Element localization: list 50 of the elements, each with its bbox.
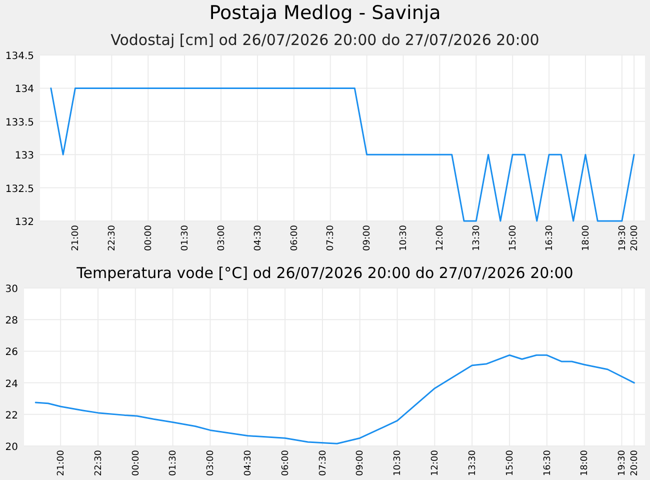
x-tick-label: 09:00 (362, 224, 373, 251)
x-tick-label: 04:30 (253, 224, 264, 251)
x-tick-label: 10:30 (393, 450, 404, 476)
x-tick-label: 03:00 (216, 224, 227, 251)
x-tick-label: 09:00 (356, 450, 366, 476)
x-tick-label: 20:00 (630, 450, 640, 476)
y-tick-label: 132 (14, 217, 34, 228)
x-tick-label: 01:30 (168, 450, 179, 476)
x-tick-label: 07:30 (318, 450, 328, 476)
x-tick-label: 18:00 (581, 224, 592, 251)
x-tick-label: 01:30 (180, 224, 190, 251)
x-tick-label: 07:30 (326, 224, 336, 251)
y-tick-label: 24 (5, 378, 18, 390)
chart-title: Postaja Medlog - Savinja (209, 2, 441, 24)
x-tick-label: 21:00 (71, 224, 82, 251)
x-tick-label: 15:00 (505, 450, 516, 476)
y-tick-label: 133.5 (5, 117, 34, 128)
x-tick-label: 06:00 (280, 450, 291, 476)
y-tick-label: 30 (5, 284, 18, 295)
x-tick-label: 22:30 (108, 224, 118, 251)
x-tick-label: 13:30 (468, 450, 478, 476)
x-tick-label: 10:30 (399, 224, 410, 251)
x-tick-label: 04:30 (244, 450, 254, 476)
x-tick-label: 18:00 (580, 450, 590, 476)
x-tick-label: 19:30 (618, 450, 628, 476)
x-tick-label: 12:00 (430, 450, 441, 476)
y-tick-label: 22 (5, 410, 18, 422)
x-tick-label: 15:00 (508, 224, 518, 251)
x-tick-label: 06:00 (290, 224, 300, 251)
x-tick-label: 16:30 (542, 450, 553, 476)
y-tick-label: 133 (14, 150, 34, 162)
y-tick-label: 20 (5, 442, 18, 453)
y-tick-label: 134 (14, 84, 34, 96)
x-tick-label: 00:00 (144, 224, 154, 251)
x-tick-label: 12:00 (436, 224, 446, 251)
y-tick-label: 132.5 (5, 184, 34, 195)
x-tick-label: 03:00 (206, 450, 216, 476)
line-series (34, 354, 635, 444)
x-tick-label: 13:30 (472, 224, 482, 251)
y-tick-label: 134.5 (5, 51, 34, 62)
y-tick-label: 26 (5, 347, 18, 358)
y-tick-label: 28 (5, 316, 18, 327)
x-tick-label: 16:30 (544, 224, 555, 251)
chart-title: Temperatura vode [°C] od 26/07/2026 20:00 do 27/07/2026 20:00 (76, 264, 574, 282)
x-tick-label: 20:00 (630, 224, 640, 251)
x-tick-label: 00:00 (131, 450, 142, 476)
x-tick-label: 19:30 (618, 224, 628, 251)
x-tick-label: 22:30 (94, 450, 104, 476)
x-tick-label: 21:00 (56, 450, 66, 476)
chart-subtitle: Vodostaj [cm] od 26/07/2026 20:00 do 27/07/2026 20:00 (110, 31, 540, 49)
